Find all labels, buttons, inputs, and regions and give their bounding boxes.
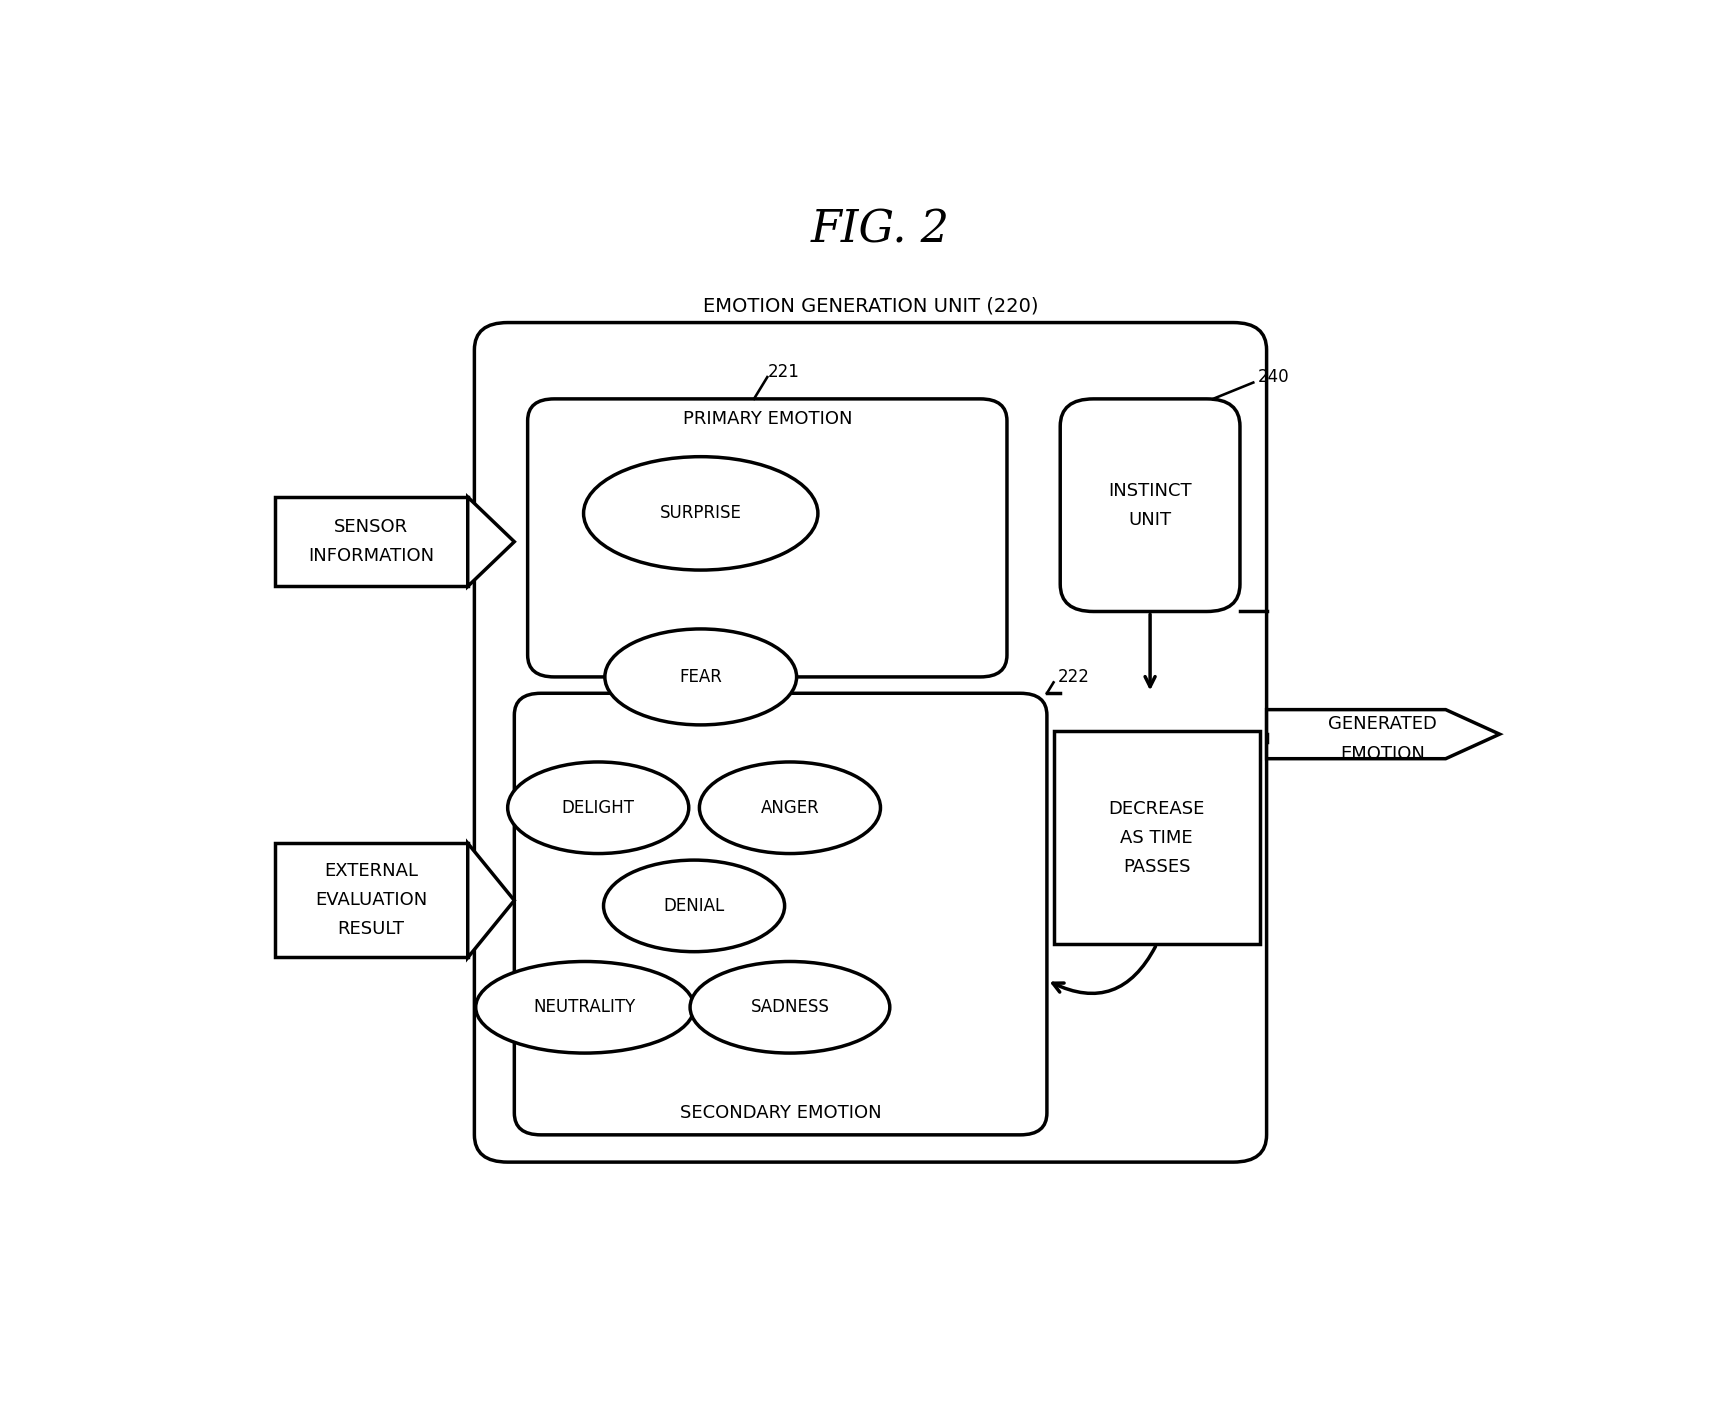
Text: SENSOR
INFORMATION: SENSOR INFORMATION [308, 518, 435, 565]
Text: EMOTION GENERATION UNIT (220): EMOTION GENERATION UNIT (220) [703, 297, 1038, 316]
Polygon shape [467, 843, 514, 957]
Text: DELIGHT: DELIGHT [562, 799, 634, 817]
Ellipse shape [584, 457, 818, 571]
FancyBboxPatch shape [474, 323, 1266, 1163]
Ellipse shape [507, 762, 689, 854]
Ellipse shape [691, 961, 890, 1054]
Text: DENIAL: DENIAL [663, 896, 725, 915]
Text: 221: 221 [768, 362, 799, 381]
Ellipse shape [605, 629, 797, 725]
Polygon shape [1266, 709, 1500, 759]
Text: GENERATED
EMOTION: GENERATED EMOTION [1328, 715, 1436, 763]
Text: INSTINCT
UNIT: INSTINCT UNIT [1108, 481, 1192, 528]
Ellipse shape [603, 860, 785, 952]
Text: NEUTRALITY: NEUTRALITY [534, 998, 636, 1017]
Bar [1053, 732, 1259, 944]
Text: SECONDARY EMOTION: SECONDARY EMOTION [680, 1104, 881, 1121]
Text: 222: 222 [1058, 668, 1089, 685]
Text: SADNESS: SADNESS [751, 998, 830, 1017]
Text: 240: 240 [1258, 368, 1288, 387]
Bar [275, 497, 467, 586]
Text: FIG. 2: FIG. 2 [811, 208, 950, 252]
FancyBboxPatch shape [514, 694, 1046, 1134]
Text: SURPRISE: SURPRISE [660, 504, 742, 523]
Polygon shape [467, 497, 514, 586]
Ellipse shape [476, 961, 694, 1054]
Text: PRIMARY EMOTION: PRIMARY EMOTION [682, 409, 852, 428]
Text: DECREASE
AS TIME
PASSES: DECREASE AS TIME PASSES [1108, 800, 1204, 877]
Ellipse shape [699, 762, 880, 854]
Text: ANGER: ANGER [761, 799, 819, 817]
Text: EXTERNAL
EVALUATION
RESULT: EXTERNAL EVALUATION RESULT [314, 862, 428, 937]
Bar [275, 843, 467, 957]
FancyBboxPatch shape [527, 399, 1007, 677]
Text: FEAR: FEAR [679, 668, 722, 685]
FancyBboxPatch shape [1060, 399, 1240, 612]
